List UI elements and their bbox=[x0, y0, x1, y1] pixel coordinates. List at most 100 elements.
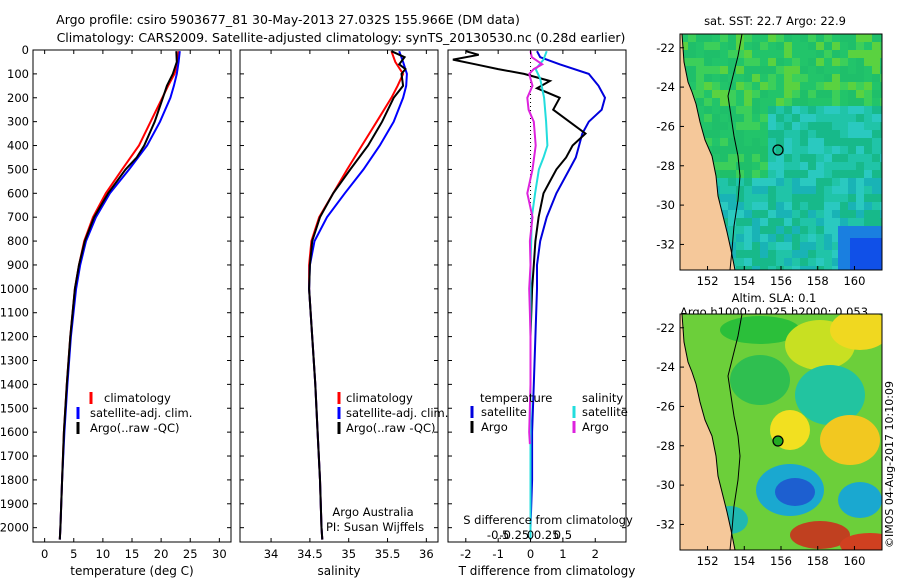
difference-curves bbox=[452, 50, 607, 542]
sst-cell bbox=[776, 258, 784, 266]
sst-cell bbox=[728, 130, 736, 138]
sst-cell bbox=[744, 170, 752, 178]
sst-cell bbox=[792, 130, 800, 138]
sst-cell bbox=[720, 178, 728, 186]
sst-cell bbox=[816, 34, 824, 42]
sst-cell bbox=[736, 234, 744, 242]
depth-tick-label: 0 bbox=[22, 43, 29, 57]
sst-cell bbox=[776, 170, 784, 178]
sst-cell bbox=[776, 74, 784, 82]
sst-cell bbox=[824, 234, 832, 242]
sst-cell bbox=[816, 66, 824, 74]
x-tick-label: 0 bbox=[41, 547, 48, 561]
map-y-tick-label: -32 bbox=[656, 517, 675, 531]
sst-cell bbox=[696, 74, 704, 82]
sst-cell bbox=[880, 90, 882, 98]
sst-cell bbox=[816, 42, 824, 50]
sst-cell bbox=[856, 202, 864, 210]
sst-cell bbox=[728, 42, 736, 50]
sst-cell bbox=[872, 122, 880, 130]
sla-map bbox=[680, 314, 882, 550]
sst-cell bbox=[784, 138, 792, 146]
sst-cell bbox=[824, 178, 832, 186]
sst-cell bbox=[704, 74, 712, 82]
sst-cell bbox=[776, 218, 784, 226]
sst-cell bbox=[832, 122, 840, 130]
sst-cell bbox=[832, 218, 840, 226]
sst-cell bbox=[856, 106, 864, 114]
sst-cell bbox=[808, 154, 816, 162]
sst-cell bbox=[728, 226, 736, 234]
sst-cell bbox=[744, 218, 752, 226]
sst-cell bbox=[840, 146, 848, 154]
depth-axis: 0 100 200 300 400 500 600 700 800 900 1000 1100 1200… bbox=[0, 43, 626, 535]
sst-cell bbox=[776, 178, 784, 186]
sst-cell bbox=[760, 178, 768, 186]
sst-cell bbox=[816, 98, 824, 106]
sst-cell bbox=[768, 90, 776, 98]
sst-cell bbox=[816, 242, 824, 250]
sst-cell bbox=[808, 66, 816, 74]
sst-cell bbox=[816, 218, 824, 226]
salinity-curves bbox=[308, 50, 408, 540]
sst-cell bbox=[728, 202, 736, 210]
sst-cell bbox=[808, 218, 816, 226]
difference-legend: temperature satellite Argo salinity sate… bbox=[470, 391, 628, 434]
map-y-tick-label: -28 bbox=[656, 439, 675, 453]
sst-cell bbox=[824, 82, 832, 90]
sst-cell bbox=[824, 218, 832, 226]
sst-cell bbox=[792, 114, 800, 122]
sst-cell bbox=[816, 210, 824, 218]
sst-cell bbox=[792, 162, 800, 170]
sst-cell bbox=[784, 186, 792, 194]
map-x-tick-label: 156 bbox=[770, 554, 792, 568]
sst-cell bbox=[760, 242, 768, 250]
sst-cell bbox=[880, 50, 882, 58]
sst-cell bbox=[808, 130, 816, 138]
sst-cell bbox=[808, 234, 816, 242]
depth-tick-label: 1300 bbox=[0, 353, 29, 367]
sst-cell bbox=[832, 114, 840, 122]
depth-tick-label: 1500 bbox=[0, 401, 29, 415]
sst-cell bbox=[800, 74, 808, 82]
sst-cell bbox=[736, 266, 744, 270]
legend-title-temperature: temperature bbox=[480, 391, 552, 405]
sst-cell bbox=[824, 114, 832, 122]
sst-cell bbox=[816, 58, 824, 66]
sst-cell bbox=[824, 250, 832, 258]
map-x-tick-label: 158 bbox=[807, 554, 829, 568]
sst-cell bbox=[856, 194, 864, 202]
sla-blob bbox=[830, 314, 882, 350]
sst-cell bbox=[736, 250, 744, 258]
sst-cell bbox=[840, 58, 848, 66]
sst-cell bbox=[832, 130, 840, 138]
sst-cell bbox=[848, 82, 856, 90]
sst-cell bbox=[872, 138, 880, 146]
sst-cell bbox=[720, 194, 728, 202]
sst-cell bbox=[744, 162, 752, 170]
sst-cell bbox=[728, 146, 736, 154]
sst-cell bbox=[872, 66, 880, 74]
sst-cell bbox=[848, 50, 856, 58]
sst-cell bbox=[880, 42, 882, 50]
sst-cell bbox=[768, 154, 776, 162]
sst-cell bbox=[728, 58, 736, 66]
sst-cell bbox=[720, 170, 728, 178]
sst-cell bbox=[800, 258, 808, 266]
x-tick-label: 25 bbox=[183, 547, 198, 561]
sst-cell bbox=[688, 74, 696, 82]
x-tick-label: 20 bbox=[154, 547, 169, 561]
sst-cell bbox=[744, 178, 752, 186]
series-line-t-satellite bbox=[529, 50, 607, 540]
sst-cell bbox=[840, 34, 848, 42]
sst-cell bbox=[744, 202, 752, 210]
sst-cell bbox=[696, 106, 704, 114]
sst-cell bbox=[792, 34, 800, 42]
temperature-xlabel: temperature (deg C) bbox=[70, 564, 193, 578]
sla-map-axes: 152 154 156 158 160 -22 -24 -26 -28 -30 -32 bbox=[656, 321, 865, 568]
sst-cell bbox=[768, 138, 776, 146]
sst-cell bbox=[768, 218, 776, 226]
s-difference-xlabel: S difference from climatology bbox=[463, 513, 633, 527]
sst-cell bbox=[872, 178, 880, 186]
